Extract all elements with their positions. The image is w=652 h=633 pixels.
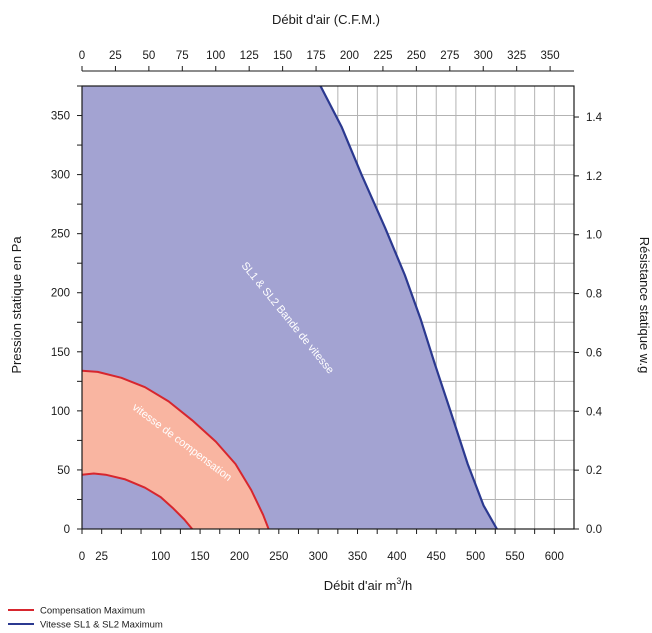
- top-axis-tick-label: 0: [79, 50, 85, 62]
- top-axis-tick-label: 350: [541, 50, 560, 62]
- x-tick-label: 300: [309, 551, 328, 563]
- x-tick-label: 150: [190, 551, 209, 563]
- speed-band-regions: [82, 86, 498, 529]
- y-tick-label: 50: [57, 465, 70, 477]
- y-axis-label: Pression statique en Pa: [9, 236, 24, 374]
- legend: Compensation Maximum Vitesse SL1 & SL2 M…: [8, 606, 163, 631]
- legend-label-compensation: Compensation Maximum: [40, 606, 145, 617]
- right-axis-tick-label: 0.8: [586, 289, 602, 301]
- plot-frame: [81, 85, 575, 530]
- top-axis-tick-label: 300: [474, 50, 493, 62]
- top-axis-tick-label: 150: [273, 50, 292, 62]
- top-axis-tick-label: 125: [240, 50, 259, 62]
- top-axis-tick-label: 175: [306, 50, 325, 62]
- y-tick-label: 0: [64, 524, 70, 536]
- right-axis-label: Résistance statique w.g: [637, 237, 652, 374]
- right-axis-tick-label: 0.0: [586, 524, 602, 536]
- x-tick-label: 350: [348, 551, 367, 563]
- right-axis-tick-label: 1.4: [586, 112, 603, 124]
- compensation-max-line: [82, 369, 270, 529]
- top-axis-tick-label: 25: [109, 50, 122, 62]
- compensation-area: [82, 370, 269, 529]
- y-tick-label: 150: [51, 347, 70, 359]
- right-axis-tick-label: 1.2: [586, 171, 602, 183]
- top-axis-tick-label: 50: [142, 50, 155, 62]
- y-tick-label: 100: [51, 406, 70, 418]
- y-tick-label: 200: [51, 288, 70, 300]
- compensation-min-line: [82, 472, 193, 529]
- x-tick-label: 400: [387, 551, 406, 563]
- vitesse-max-line: [319, 86, 498, 529]
- top-axis-tick-label: 75: [176, 50, 189, 62]
- top-axis-tick-label: 225: [373, 50, 392, 62]
- top-axis-tick-label: 200: [340, 50, 359, 62]
- x-tick-label: 25: [95, 551, 108, 563]
- axes: 0 25 100 150 200 250 300 350 400 450 500 550 6000501…: [51, 50, 603, 563]
- y-tick-label: 250: [51, 229, 70, 241]
- top-axis-label: Débit d'air (C.F.M.): [272, 12, 380, 27]
- right-axis-tick-label: 1.0: [586, 230, 602, 242]
- top-axis-tick-label: 325: [507, 50, 526, 62]
- right-axis-tick-label: 0.2: [586, 465, 602, 477]
- right-axis-tick-label: 0.6: [586, 347, 602, 359]
- x-axis-label: Débit d'air m3/h: [324, 576, 412, 593]
- x-tick-label: 200: [230, 551, 249, 563]
- x-tick-label: 450: [427, 551, 446, 563]
- top-axis-tick-label: 275: [440, 50, 459, 62]
- y-tick-label: 300: [51, 170, 70, 182]
- y-tick-label: 350: [51, 111, 70, 123]
- x-tick-label: 0: [79, 551, 85, 563]
- x-tick-label: 600: [545, 551, 564, 563]
- right-axis-tick-label: 0.4: [586, 406, 603, 418]
- top-axis-tick-label: 100: [206, 50, 225, 62]
- x-tick-label: 250: [269, 551, 288, 563]
- top-axis-tick-label: 250: [407, 50, 426, 62]
- legend-label-vitesse: Vitesse SL1 & SL2 Maximum: [40, 620, 163, 631]
- x-tick-label: 550: [505, 551, 524, 563]
- x-tick-label: 500: [466, 551, 485, 563]
- x-tick-label: 100: [151, 551, 170, 563]
